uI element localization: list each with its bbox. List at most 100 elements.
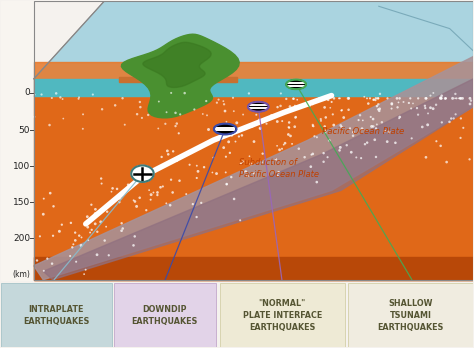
Point xyxy=(121,122,128,127)
Point xyxy=(330,96,338,101)
Point xyxy=(167,177,175,182)
Polygon shape xyxy=(143,42,211,87)
Text: 100: 100 xyxy=(13,162,30,171)
Point xyxy=(345,96,353,101)
Point xyxy=(119,95,127,101)
Point xyxy=(225,139,232,145)
Point xyxy=(320,159,328,165)
Point xyxy=(280,142,288,148)
Point xyxy=(347,149,355,155)
Point xyxy=(376,91,384,97)
Point xyxy=(40,268,47,274)
Point xyxy=(443,159,450,165)
Point xyxy=(274,173,282,179)
Point xyxy=(158,154,165,160)
Point xyxy=(400,99,407,105)
Point xyxy=(233,120,241,126)
Bar xyxy=(34,96,474,280)
Point xyxy=(145,112,152,118)
Point xyxy=(422,96,429,101)
Point xyxy=(162,121,169,127)
Point xyxy=(287,133,294,139)
Point xyxy=(290,96,297,102)
Point xyxy=(105,253,112,258)
Point xyxy=(257,126,264,132)
Point xyxy=(327,105,334,111)
Point xyxy=(457,135,465,141)
Point xyxy=(438,93,446,98)
Point xyxy=(169,149,177,154)
Point xyxy=(138,115,146,121)
Point xyxy=(441,96,449,101)
Point xyxy=(446,119,453,125)
Point xyxy=(438,96,445,101)
Point xyxy=(202,98,210,104)
Text: SHALLOW
TSUNAMI
EARTHQUAKES: SHALLOW TSUNAMI EARTHQUAKES xyxy=(377,299,444,332)
Point xyxy=(337,108,345,113)
Ellipse shape xyxy=(286,80,306,89)
Point xyxy=(186,162,193,167)
Point xyxy=(388,102,396,107)
Point xyxy=(49,233,57,238)
Point xyxy=(288,141,296,147)
Point xyxy=(72,238,79,243)
Point xyxy=(414,112,422,117)
Point xyxy=(58,222,65,228)
Point xyxy=(222,154,230,159)
Point xyxy=(427,105,434,111)
Point xyxy=(437,143,445,149)
Point xyxy=(309,151,317,157)
Point xyxy=(345,96,352,101)
Point xyxy=(210,155,217,160)
Point xyxy=(285,120,293,125)
Point xyxy=(409,101,417,106)
Point xyxy=(338,124,346,129)
Point xyxy=(335,96,343,101)
Point xyxy=(274,104,282,110)
Point xyxy=(427,93,434,98)
Point xyxy=(256,126,264,131)
Point xyxy=(278,146,286,151)
Point xyxy=(36,234,44,239)
FancyBboxPatch shape xyxy=(0,283,112,347)
Text: "NORMAL"
PLATE INTERFACE
EARTHQUAKES: "NORMAL" PLATE INTERFACE EARTHQUAKES xyxy=(243,299,322,332)
Point xyxy=(223,119,230,125)
Polygon shape xyxy=(286,80,306,86)
Point xyxy=(388,106,395,111)
Bar xyxy=(0,1,34,280)
Point xyxy=(66,253,74,259)
Point xyxy=(247,161,255,167)
Point xyxy=(453,96,460,101)
Point xyxy=(176,112,184,117)
Point xyxy=(369,116,377,122)
Point xyxy=(46,190,54,196)
Point xyxy=(310,124,317,129)
Point xyxy=(222,169,229,175)
Point xyxy=(329,112,337,117)
Polygon shape xyxy=(34,56,474,280)
Point xyxy=(321,130,329,135)
Point xyxy=(244,173,252,179)
Point xyxy=(310,134,318,139)
Point xyxy=(277,110,285,115)
Point xyxy=(82,267,90,272)
Point xyxy=(301,155,309,160)
Point xyxy=(372,96,380,101)
Point xyxy=(108,189,115,195)
Point xyxy=(375,108,383,114)
Point xyxy=(268,112,275,118)
Point xyxy=(368,124,375,129)
Point xyxy=(407,106,415,111)
Point xyxy=(372,126,380,131)
Point xyxy=(97,176,105,181)
Point xyxy=(292,115,299,120)
Point xyxy=(70,242,77,247)
Point xyxy=(438,120,446,125)
Point xyxy=(83,214,91,220)
Point xyxy=(447,116,455,121)
Bar xyxy=(34,79,474,96)
Point xyxy=(371,137,379,143)
Point xyxy=(349,133,357,139)
Point xyxy=(357,155,365,161)
Point xyxy=(424,111,432,116)
